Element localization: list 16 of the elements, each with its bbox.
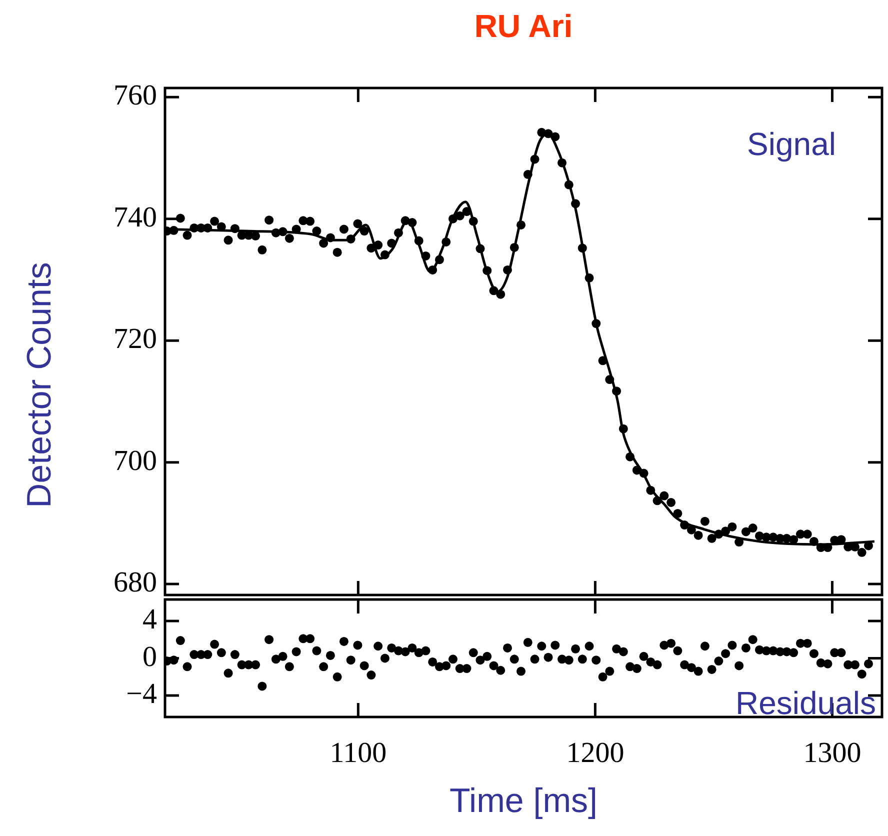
- chart-title: RU Ari: [473, 8, 574, 45]
- y-tick-label: 4: [142, 604, 158, 636]
- x-tick-label: 1200: [566, 737, 624, 770]
- annotation: Signal: [747, 126, 836, 162]
- y-tick-label: 0: [142, 640, 157, 673]
- y-tick-label: 720: [114, 323, 157, 356]
- x-tick-label: 1300: [803, 737, 862, 770]
- y-tick-label: −4: [126, 678, 158, 710]
- y-tick-label: 760: [114, 80, 157, 112]
- y-tick-label: 740: [114, 201, 157, 234]
- x-tick-label: 1100: [330, 737, 387, 770]
- annotation: Residuals: [735, 684, 876, 721]
- y-tick-label: 700: [114, 444, 157, 477]
- y-axis-title: Detector Counts: [20, 262, 60, 508]
- x-axis-title: Time [ms]: [448, 782, 598, 821]
- y-tick-label: 680: [114, 566, 157, 599]
